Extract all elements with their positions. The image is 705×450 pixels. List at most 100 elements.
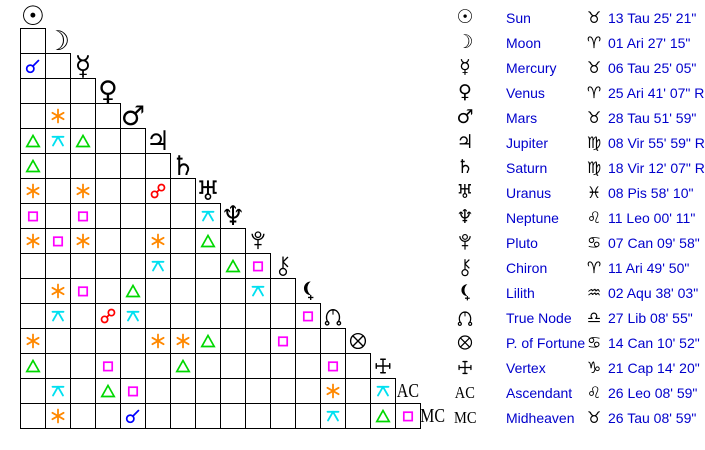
trine-icon (200, 333, 216, 348)
planet-glyph-lilith (295, 278, 321, 304)
planet-position: 13 Tau 25' 21" (608, 9, 697, 26)
sextile-icon (151, 333, 165, 349)
aspect-cell-empty (195, 278, 221, 304)
aspect-cell-trine (170, 353, 196, 379)
aspect-cell-square (320, 353, 346, 379)
saturn-icon: ♄ (456, 156, 474, 178)
square-icon (77, 286, 89, 297)
aspect-cell-square (395, 403, 421, 429)
zodiac-sign-icon: ♓ (586, 182, 602, 202)
aspect-cell-empty (145, 353, 171, 379)
planet-position: 18 Vir 12' 07" R (608, 159, 705, 176)
moon-icon: ☽ (456, 31, 474, 53)
aspect-cell-square (20, 203, 46, 229)
sextile-icon (51, 283, 65, 299)
aspect-cell-empty (95, 278, 121, 304)
planet-symbol-chiron (452, 255, 478, 280)
aspect-cell-empty (70, 253, 96, 279)
zodiac-sign-icon: ♎ (586, 307, 602, 327)
aspect-cell-empty (120, 228, 146, 254)
planet-name: Saturn (506, 159, 548, 176)
aspect-cell-empty (220, 378, 246, 404)
planet-symbol-pluto (452, 230, 478, 255)
aspect-cell-quincunx (195, 203, 221, 229)
trine-icon (200, 233, 216, 248)
saturn-icon: ♄ (170, 150, 196, 182)
planet-position: 26 Tau 08' 59" (608, 409, 697, 426)
aspect-cell-quincunx (145, 253, 171, 279)
sextile-icon (26, 183, 40, 199)
aspect-cell-empty (270, 378, 296, 404)
aspect-cell-empty (45, 253, 71, 279)
vertex-icon (458, 360, 472, 375)
quincunx-icon (201, 210, 215, 222)
aspect-cell-empty (220, 328, 246, 354)
table-row-pluto: Pluto ♋ 07 Can 09' 58" (452, 230, 705, 255)
aspect-cell-empty (20, 278, 46, 304)
aspect-cell-empty (70, 303, 96, 329)
trine-icon (175, 358, 191, 373)
table-row-moon: ☽ Moon ♈ 01 Ari 27' 15" (452, 30, 705, 55)
aspect-cell-quincunx (245, 278, 271, 304)
aspect-cell-empty (270, 353, 296, 379)
quincunx-icon (376, 385, 390, 397)
planet-position: 27 Lib 08' 55" (608, 309, 693, 326)
planet-positions-table: ☉ Sun ♉ 13 Tau 25' 21" ☽ Moon ♈ 01 Ari 27' 15" ☿… (452, 5, 705, 435)
aspect-cell-square (45, 228, 71, 254)
planet-glyph-neptune: ♆ (220, 203, 246, 230)
planet-symbol-moon: ☽ (452, 30, 478, 55)
aspect-cell-sextile (45, 403, 71, 429)
planet-glyph-saturn: ♄ (170, 150, 196, 182)
aspect-cell-quincunx (45, 128, 71, 154)
table-row-mercury: ☿ Mercury ♉ 06 Tau 25' 05" (452, 55, 705, 80)
planet-glyph-chiron (270, 253, 296, 279)
planet-symbol-saturn: ♄ (452, 155, 478, 180)
aspect-cell-empty (95, 178, 121, 204)
aspect-cell-empty (45, 178, 71, 204)
uranus-icon: ♅ (195, 175, 221, 207)
ascendant-label: AC (454, 383, 476, 402)
aspect-cell-trine (20, 353, 46, 379)
aspect-cell-empty (70, 328, 96, 354)
zodiac-sign-icon: ♍ (586, 157, 602, 177)
lilith-icon (303, 281, 314, 300)
aspect-cell-empty (295, 378, 321, 404)
aspect-cell-empty (170, 403, 196, 429)
aspect-cell-sextile (320, 378, 346, 404)
venus-icon: ♀ (98, 75, 118, 107)
aspect-cell-empty (145, 378, 171, 404)
planet-position: 14 Can 10' 52" (608, 334, 700, 351)
aspect-cell-empty (120, 203, 146, 229)
quincunx-icon (251, 285, 265, 297)
aspect-cell-empty (95, 328, 121, 354)
aspect-cell-empty (120, 353, 146, 379)
planet-position: 06 Tau 25' 05" (608, 59, 697, 76)
planet-position: 25 Ari 41' 07" R (608, 84, 705, 101)
planet-glyph-uranus: ♅ (195, 175, 221, 207)
aspect-cell-trine (120, 278, 146, 304)
aspect-cell-empty (95, 128, 121, 154)
neptune-icon: ♆ (456, 206, 474, 228)
aspect-cell-empty (220, 278, 246, 304)
aspect-cell-empty (95, 153, 121, 179)
aspect-cell-conjunction (120, 403, 146, 429)
vertex-icon (375, 358, 391, 374)
aspect-cell-empty (270, 303, 296, 329)
aspect-cell-empty (20, 103, 46, 129)
sextile-icon (51, 408, 65, 424)
planet-name: Chiron (506, 259, 548, 276)
aspect-cell-empty (45, 53, 71, 79)
aspect-cell-trine (195, 328, 221, 354)
planet-name: P. of Fortune (506, 334, 586, 351)
aspect-cell-quincunx (45, 303, 71, 329)
chiron-icon (461, 259, 470, 277)
table-row-uranus: ♅ Uranus ♓ 08 Pis 58' 10" (452, 180, 705, 205)
planet-glyph-jupiter: ♃ (145, 128, 171, 155)
table-row-sun: ☉ Sun ♉ 13 Tau 25' 21" (452, 5, 705, 30)
aspect-cell-empty (345, 403, 371, 429)
aspect-cell-sextile (145, 228, 171, 254)
planet-name: Midheaven (506, 409, 575, 426)
aspect-cell-empty (20, 78, 46, 104)
planet-name: Vertex (506, 359, 546, 376)
square-icon (302, 311, 314, 322)
